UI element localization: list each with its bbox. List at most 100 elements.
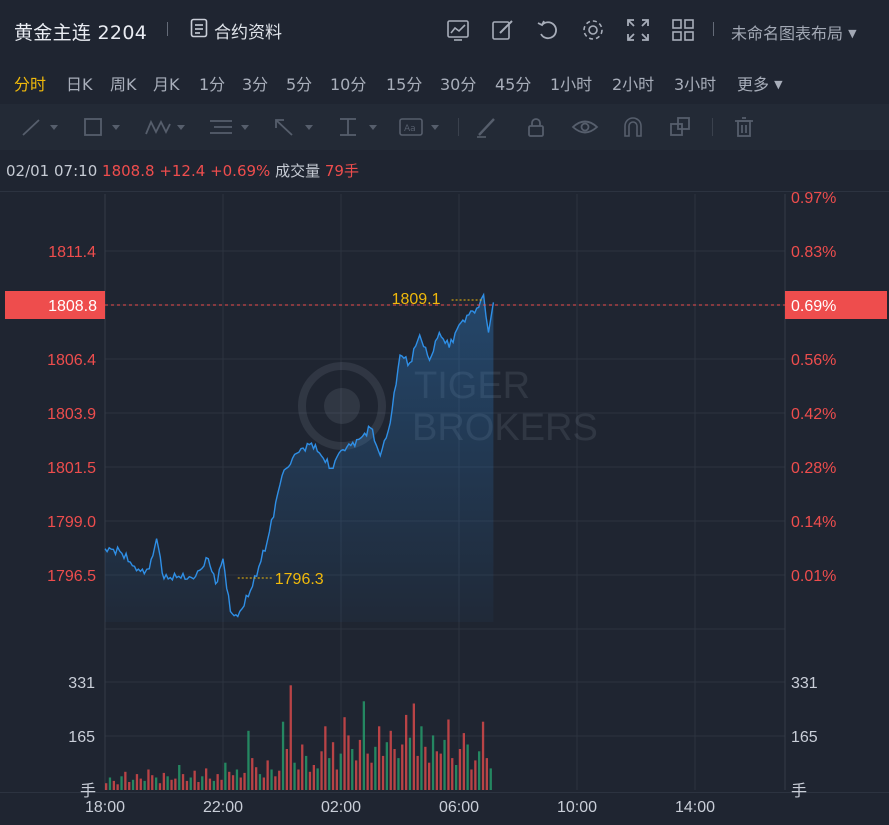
volume-bar <box>339 753 342 790</box>
tab-15min[interactable]: 15分 <box>386 75 423 94</box>
volume-bar <box>297 769 300 790</box>
tab-45min[interactable]: 45分 <box>495 75 532 94</box>
tab-daily[interactable]: 日K <box>66 75 93 94</box>
layout-selector[interactable]: 未命名图表布局 ▼ <box>731 20 857 44</box>
volume-bar <box>174 778 177 790</box>
tab-1min[interactable]: 1分 <box>199 75 226 94</box>
volume-bar <box>193 770 196 790</box>
volume-bar <box>124 771 127 790</box>
time-tick-label: 06:00 <box>439 799 479 816</box>
volume-bar <box>143 780 146 790</box>
volume-unit-label: 手 <box>80 781 96 800</box>
divider <box>167 22 168 36</box>
volume-bar <box>289 685 292 790</box>
chart-icon[interactable] <box>445 17 471 43</box>
current-price-tag <box>5 291 105 319</box>
volume-bar <box>412 703 415 790</box>
pct-tick-label: 0.42% <box>791 406 836 423</box>
quote-price: 1808.8 <box>102 162 155 180</box>
volume-bar <box>489 768 492 790</box>
tab-1hour[interactable]: 1小时 <box>550 75 593 94</box>
volume-bar <box>331 742 335 790</box>
fullscreen-icon[interactable] <box>625 17 651 43</box>
low-price-label: 1796.3 <box>275 571 324 588</box>
eye-icon[interactable] <box>571 116 601 138</box>
pct-tick-label: 0.14% <box>791 514 836 531</box>
text-tool-icon[interactable]: Aa <box>398 116 439 138</box>
tab-30min[interactable]: 30分 <box>440 75 477 94</box>
volume-unit-label: 手 <box>791 781 807 800</box>
volume-bar <box>189 777 192 790</box>
high-price-label: 1809.1 <box>392 291 441 308</box>
price-tick-label: 1801.5 <box>47 460 96 477</box>
price-tick-label: 1799.0 <box>47 514 96 531</box>
volume-bar <box>420 726 423 790</box>
gear-icon[interactable] <box>580 17 606 43</box>
volume-bar <box>347 735 350 790</box>
volume-bar <box>439 753 442 790</box>
volume-bar <box>474 760 477 790</box>
layout-name-label: 未命名图表布局 <box>731 24 844 43</box>
volume-bar <box>305 755 308 790</box>
volume-tick-label-left: 165 <box>68 729 95 746</box>
volume-bar <box>320 751 323 790</box>
tab-3hour[interactable]: 3小时 <box>674 75 717 94</box>
tab-10min[interactable]: 10分 <box>330 75 367 94</box>
edit-icon[interactable] <box>490 17 516 43</box>
current-pct-tag-label: 0.69% <box>791 298 836 315</box>
volume-label: 成交量 <box>275 162 321 180</box>
volume-bar <box>185 780 189 790</box>
time-tick-label: 10:00 <box>557 799 597 816</box>
volume-bar <box>435 751 438 790</box>
volume-bar <box>278 770 281 790</box>
volume-bar <box>262 777 265 790</box>
pattern-tool-icon[interactable] <box>144 116 185 138</box>
fibonacci-tool-icon[interactable] <box>208 116 249 138</box>
volume-bar <box>293 762 296 790</box>
volume-bar <box>108 777 112 790</box>
intraday-chart[interactable]: TIGERBROKERS1809.11796.31811.41806.41803… <box>0 188 889 825</box>
volume-bar <box>285 749 288 790</box>
volume-bar <box>358 739 362 790</box>
volume-bar <box>243 772 246 790</box>
rectangle-tool-icon[interactable] <box>82 116 120 138</box>
volume-bar <box>251 758 254 790</box>
measure-tool-icon[interactable] <box>336 116 377 138</box>
volume-bar <box>447 719 450 790</box>
volume-bar <box>455 765 458 790</box>
refresh-icon[interactable] <box>535 17 561 43</box>
time-tick-label: 02:00 <box>321 799 361 816</box>
line-tool-icon[interactable] <box>20 116 58 138</box>
tab-2hour[interactable]: 2小时 <box>612 75 655 94</box>
magnet-icon[interactable] <box>620 116 650 138</box>
volume-bar <box>478 751 481 790</box>
caret-down-icon: ▼ <box>774 78 783 91</box>
svg-text:Aa: Aa <box>404 124 416 134</box>
volume-bar <box>116 784 119 790</box>
volume-bar <box>181 774 185 790</box>
volume-bar <box>308 771 312 790</box>
volume-bar <box>239 777 242 790</box>
lock-icon[interactable] <box>524 116 554 138</box>
volume-bar <box>205 768 208 790</box>
tab-more[interactable]: 更多 ▼ <box>737 71 783 95</box>
tab-intraday[interactable]: 分时 <box>14 75 47 94</box>
brush-icon[interactable] <box>474 116 504 138</box>
tab-5min[interactable]: 5分 <box>286 75 313 94</box>
volume-bar <box>393 749 396 790</box>
trash-icon[interactable] <box>732 116 762 138</box>
tab-weekly[interactable]: 周K <box>110 75 137 94</box>
time-tick-label: 22:00 <box>203 799 243 816</box>
volume-bar <box>120 776 123 790</box>
grid-layout-icon[interactable] <box>670 17 696 43</box>
price-tick-label: 1803.9 <box>47 406 96 423</box>
volume-bar <box>351 749 354 790</box>
tab-monthly[interactable]: 月K <box>153 75 180 94</box>
tab-3min[interactable]: 3分 <box>242 75 269 94</box>
volume-bar <box>208 778 212 790</box>
drawing-toolbar: Aa <box>0 104 889 150</box>
arrow-tool-icon[interactable] <box>272 116 313 138</box>
volume-bar <box>151 775 154 790</box>
contract-info-button[interactable]: 合约资料 <box>190 18 282 43</box>
copy-icon[interactable] <box>668 116 698 138</box>
